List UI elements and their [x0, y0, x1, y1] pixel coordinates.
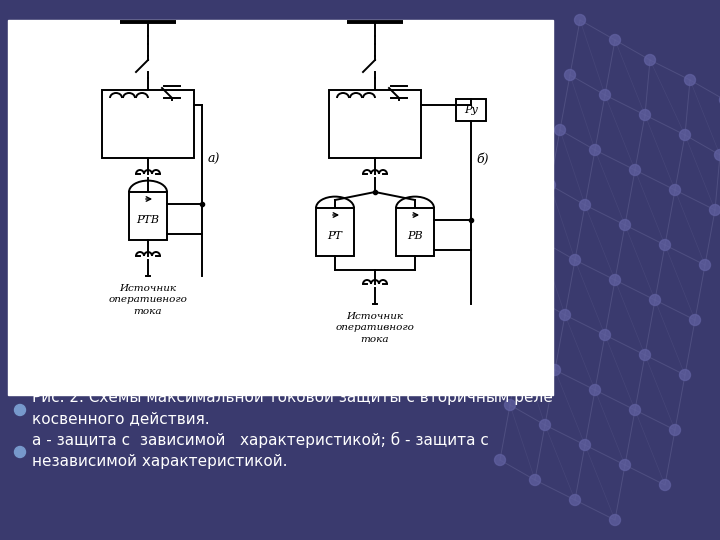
Circle shape: [685, 75, 696, 85]
Circle shape: [639, 110, 650, 120]
Text: РВ: РВ: [408, 231, 423, 241]
Circle shape: [590, 145, 600, 156]
Circle shape: [680, 130, 690, 140]
Circle shape: [610, 35, 621, 45]
Circle shape: [534, 234, 546, 246]
Bar: [456, 99, 486, 121]
Text: а): а): [208, 153, 220, 166]
Bar: [316, 208, 354, 256]
Circle shape: [515, 345, 526, 355]
Text: РТВ: РТВ: [137, 215, 160, 225]
Text: Ру: Ру: [464, 105, 478, 115]
Circle shape: [670, 185, 680, 195]
Text: а - защита с  зависимой   характеристикой; б - защита с
независимой характеристи: а - защита с зависимой характеристикой; …: [32, 431, 489, 469]
Circle shape: [629, 165, 641, 176]
Bar: [329, 90, 421, 158]
Circle shape: [600, 329, 611, 341]
Circle shape: [660, 240, 670, 251]
Text: Рис. 2. Схемы максимальной токовой защиты с вторичным реле
косвенного действия.: Рис. 2. Схемы максимальной токовой защит…: [32, 390, 553, 426]
Circle shape: [649, 294, 660, 306]
Circle shape: [580, 199, 590, 211]
Circle shape: [554, 125, 565, 136]
Circle shape: [539, 420, 551, 430]
Circle shape: [14, 447, 25, 457]
Circle shape: [600, 90, 611, 100]
Circle shape: [644, 55, 655, 65]
Bar: [102, 90, 194, 158]
Circle shape: [570, 254, 580, 266]
Circle shape: [680, 369, 690, 381]
Circle shape: [670, 424, 680, 435]
Circle shape: [570, 495, 580, 505]
Circle shape: [700, 260, 711, 271]
Circle shape: [714, 150, 720, 160]
Circle shape: [660, 480, 670, 490]
Circle shape: [14, 404, 25, 415]
Text: Источник
оперативного
тока: Источник оперативного тока: [336, 312, 415, 344]
Circle shape: [544, 179, 556, 191]
Text: б): б): [476, 153, 488, 166]
Bar: [396, 208, 434, 256]
Circle shape: [559, 309, 570, 321]
Circle shape: [524, 289, 536, 300]
Circle shape: [619, 219, 631, 231]
Circle shape: [639, 349, 650, 361]
Circle shape: [619, 460, 631, 470]
Circle shape: [564, 70, 575, 80]
Circle shape: [610, 274, 621, 286]
Bar: [8, 20, 553, 395]
Circle shape: [610, 515, 621, 525]
Circle shape: [709, 205, 720, 215]
Circle shape: [629, 404, 641, 415]
Circle shape: [495, 455, 505, 465]
Circle shape: [590, 384, 600, 395]
Circle shape: [580, 440, 590, 450]
Bar: [129, 192, 167, 240]
Circle shape: [529, 475, 541, 485]
Circle shape: [575, 15, 585, 25]
Text: РТ: РТ: [328, 231, 343, 241]
Circle shape: [505, 400, 516, 410]
Text: Источник
оперативного
тока: Источник оперативного тока: [109, 284, 187, 316]
Circle shape: [549, 364, 560, 375]
Circle shape: [690, 314, 701, 326]
